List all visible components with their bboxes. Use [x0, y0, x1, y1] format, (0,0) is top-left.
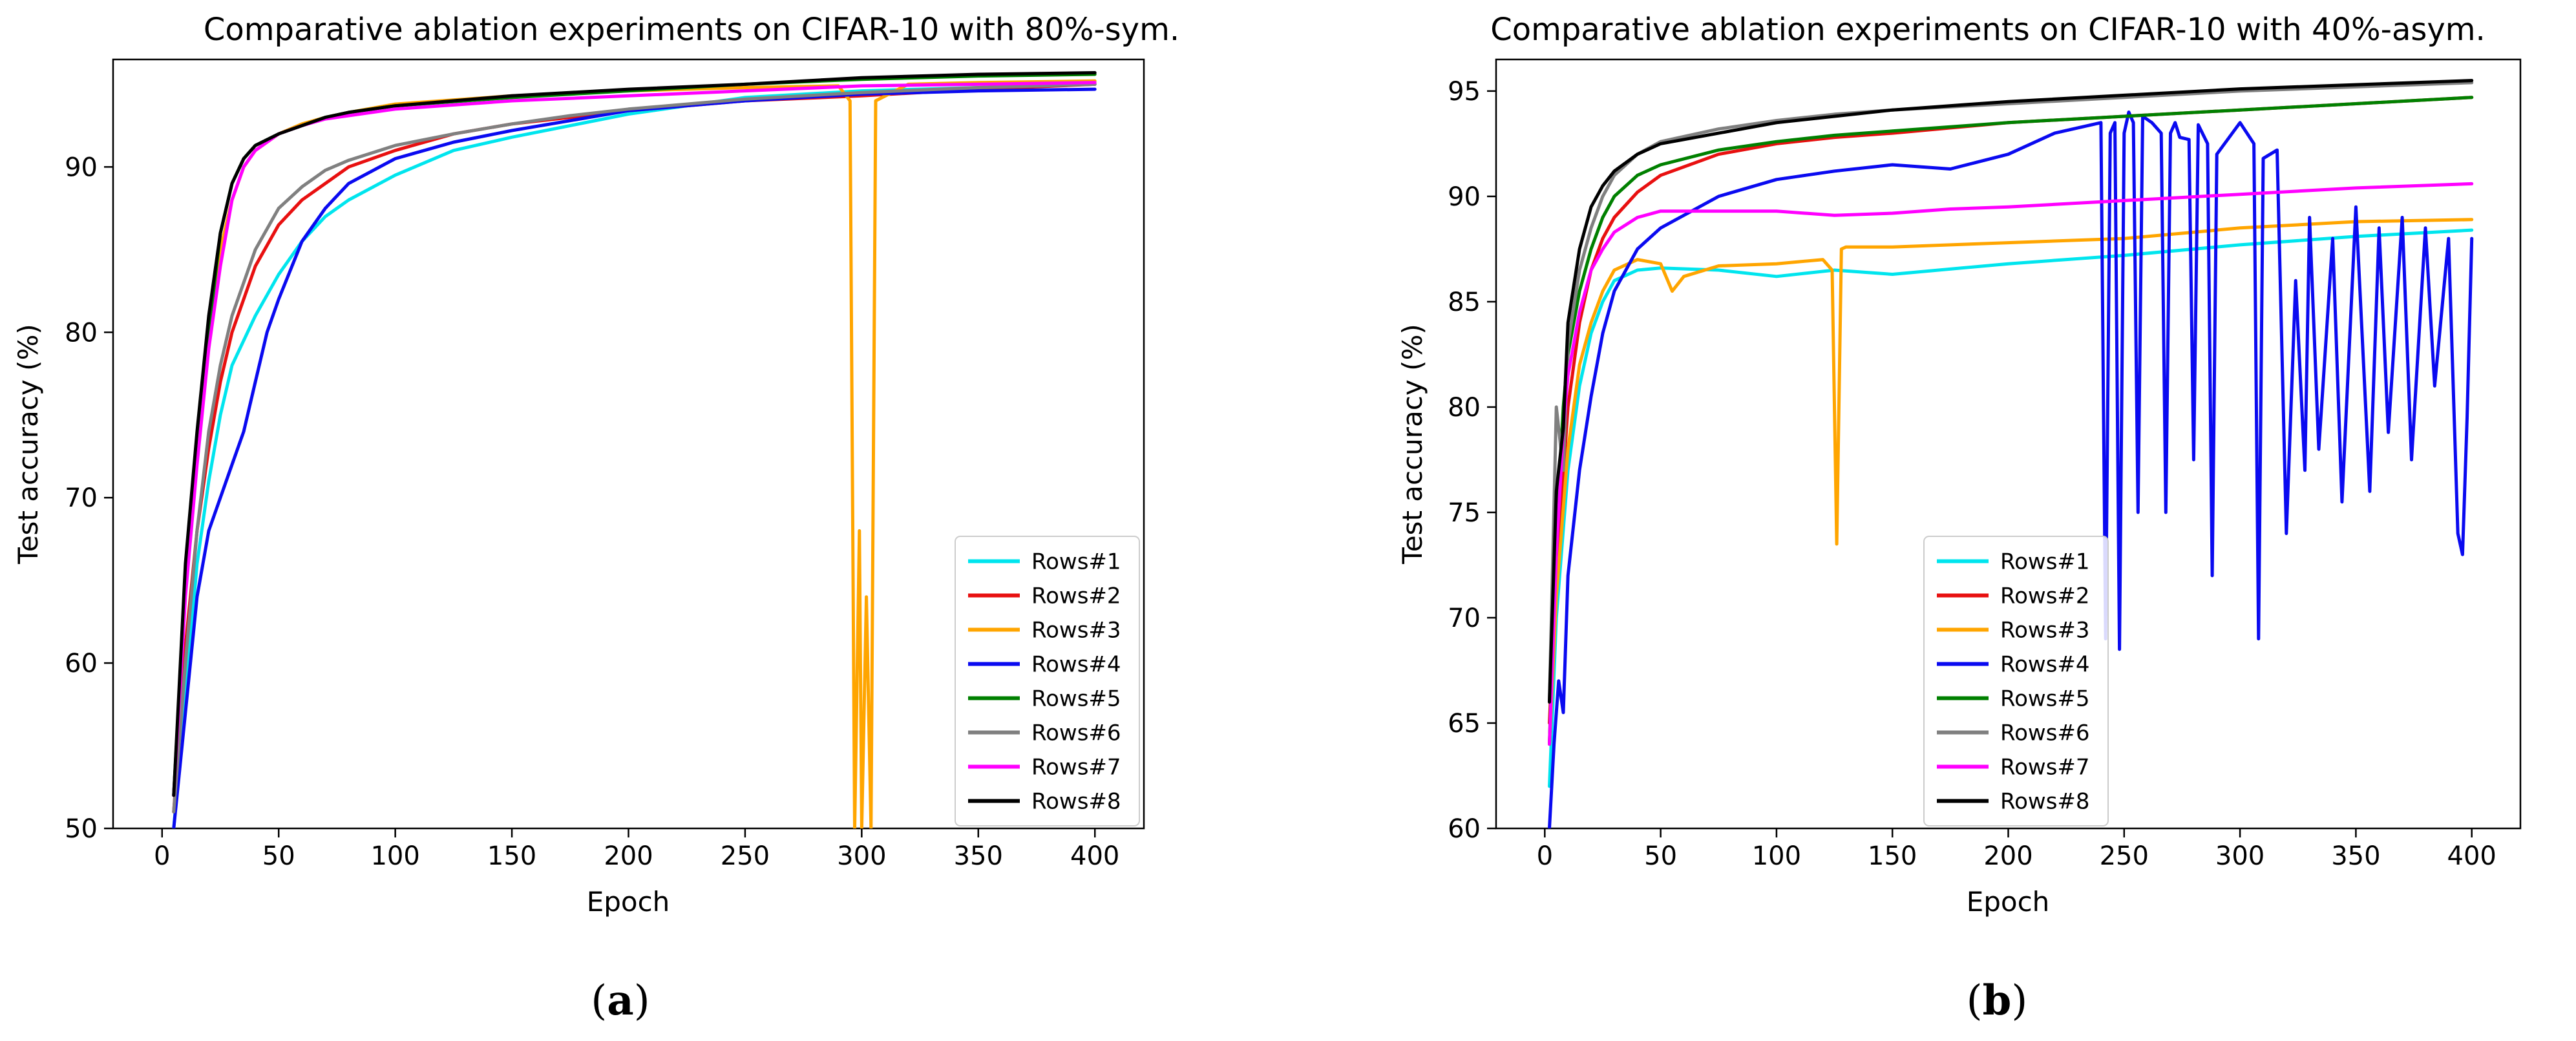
chart-b-ytick-label: 60: [1448, 814, 1481, 844]
chart-a-caption: (a): [591, 976, 649, 1025]
chart-b-ytick-label: 80: [1448, 393, 1481, 423]
chart-a-legend-label: Rows#2: [1031, 584, 1121, 609]
chart-b-series-8-line: [1548, 79, 2474, 704]
chart-b-legend-label: Rows#2: [2000, 584, 2090, 609]
chart-b-xtick-label: 200: [1983, 841, 2032, 871]
chart-a-xtick-label: 300: [837, 841, 886, 871]
chart-a-legend-label: Rows#3: [1031, 618, 1121, 644]
chart-b-ticks: 0 50 100 150 200 250 300 350 400 60 65 70 75 80 85 90 95: [1448, 77, 2497, 871]
chart-a-legend-label: Rows#1: [1031, 549, 1121, 575]
chart-b-xtick-label: 350: [2331, 841, 2380, 871]
chart-b-xlabel: Epoch: [1967, 886, 2050, 918]
chart-b-legend-label: Rows#1: [2000, 549, 2090, 575]
chart-a-ytick-label: 90: [65, 152, 98, 182]
chart-b-xtick-label: 0: [1537, 841, 1553, 871]
chart-a-ticks: 0 50 100 150 200 250 300 350 400 50 60 70 80 90: [65, 152, 1119, 871]
chart-a-xtick-label: 200: [604, 841, 653, 871]
chart-b-ytick-label: 70: [1448, 604, 1481, 633]
chart-a-series: [172, 71, 1097, 828]
chart-a-legend: Rows#1 Rows#2 Rows#3 Rows#4 Rows#5 Rows#6 Rows…: [955, 536, 1140, 826]
chart-b-legend-label: Rows#6: [2000, 720, 2090, 746]
chart-a-xlabel: Epoch: [587, 886, 670, 918]
chart-b-xtick-label: 250: [2100, 841, 2149, 871]
chart-b-ytick-label: 75: [1448, 498, 1481, 528]
chart-a-caption-letter: a: [607, 976, 633, 1025]
chart-b-series-4-line: [1548, 110, 2474, 828]
chart-b-xtick-label: 150: [1868, 841, 1917, 871]
chart-b-caption-letter: b: [1983, 976, 2012, 1025]
chart-b-caption: (b): [1967, 976, 2028, 1025]
chart-b-ytick-label: 65: [1448, 709, 1481, 739]
chart-a-series-4-line: [172, 87, 1097, 828]
chart-panel-a: Comparative ablation experiments on CIFA…: [12, 12, 1179, 1025]
chart-a-ytick-label: 50: [65, 814, 98, 844]
chart-b-ytick-label: 95: [1448, 77, 1481, 107]
chart-a-xtick-label: 0: [154, 841, 170, 871]
chart-b-legend-label: Rows#4: [2000, 652, 2090, 678]
chart-a-ytick-label: 60: [65, 649, 98, 678]
chart-b-series: [1548, 79, 2474, 828]
chart-b-legend-label: Rows#7: [2000, 755, 2090, 781]
chart-b-series-1-line: [1548, 228, 2474, 788]
chart-a-ytick-label: 70: [65, 483, 98, 513]
chart-b-series-7-line: [1548, 182, 2474, 746]
chart-a-ytick-label: 80: [65, 318, 98, 348]
chart-a-legend-label: Rows#6: [1031, 720, 1121, 746]
chart-b-ytick-label: 85: [1448, 288, 1481, 317]
chart-b-xtick-label: 50: [1644, 841, 1677, 871]
chart-b-legend-box: [1923, 536, 2109, 826]
chart-a-xtick-label: 100: [370, 841, 419, 871]
chart-b-legend-label: Rows#8: [2000, 789, 2090, 815]
chart-b-legend-label: Rows#3: [2000, 618, 2090, 644]
chart-b-xtick-label: 300: [2215, 841, 2265, 871]
chart-a-legend-label: Rows#8: [1031, 789, 1121, 815]
chart-panel-b: Comparative ablation experiments on CIFA…: [1397, 12, 2522, 1025]
chart-a-legend-label: Rows#4: [1031, 652, 1121, 678]
chart-b-ylabel: Test accuracy (%): [1397, 324, 1428, 565]
chart-a-xtick-label: 400: [1070, 841, 1119, 871]
chart-b-legend-label: Rows#5: [2000, 686, 2090, 712]
chart-b-legend: Rows#1 Rows#2 Rows#3 Rows#4 Rows#5 Rows#6 Rows…: [1923, 536, 2109, 826]
chart-a-xtick-label: 350: [954, 841, 1003, 871]
chart-a-xtick-label: 150: [487, 841, 536, 871]
chart-b-xtick-label: 100: [1752, 841, 1801, 871]
chart-a-legend-box: [955, 536, 1140, 826]
chart-a-title: Comparative ablation experiments on CIFA…: [204, 12, 1179, 48]
chart-b-ytick-label: 90: [1448, 182, 1481, 212]
chart-a-xtick-label: 50: [262, 841, 295, 871]
chart-a-series-6-line: [172, 82, 1097, 814]
chart-b-series-3-line: [1548, 218, 2474, 746]
chart-b-title: Comparative ablation experiments on CIFA…: [1490, 12, 2486, 48]
chart-a-legend-label: Rows#5: [1031, 686, 1121, 712]
chart-a-legend-label: Rows#7: [1031, 755, 1121, 781]
chart-a-ylabel: Test accuracy (%): [12, 324, 44, 565]
chart-b-xtick-label: 400: [2447, 841, 2497, 871]
chart-a-xtick-label: 250: [721, 841, 770, 871]
chart-a-series-8-line: [172, 71, 1097, 797]
